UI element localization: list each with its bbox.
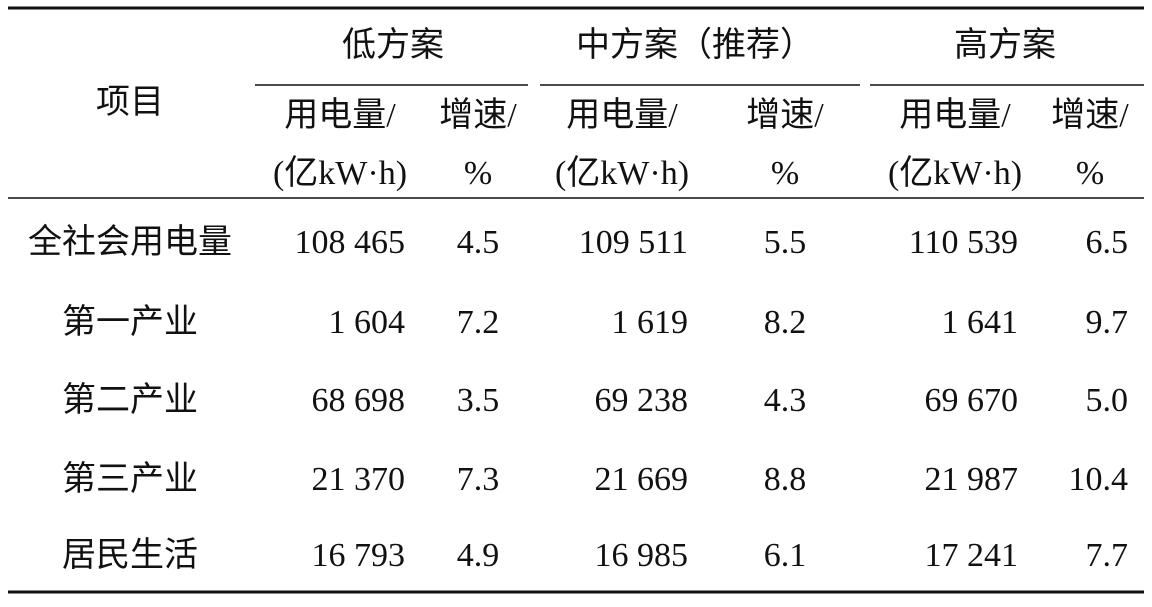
column-header: 用电量/ [566,96,678,134]
row-label: 全社会用电量 [28,223,232,261]
cell: 9.7 [1086,304,1129,341]
cell: 7.3 [457,461,500,498]
item-header: 项目 [96,84,164,121]
row-label: 第三产业 [62,460,198,498]
column-header: (亿kW·h) [273,154,407,192]
cell: 16 793 [312,537,406,574]
cell: 10.4 [1069,461,1129,498]
cell: 4.5 [457,224,500,261]
cell: 108 465 [295,224,406,261]
cell: 16 985 [595,537,689,574]
cell: 1 604 [329,304,406,341]
column-header: % [464,155,492,192]
cell: 69 238 [595,382,689,419]
column-header: 用电量/ [899,96,1011,134]
cell: 1 641 [942,304,1019,341]
column-header: % [1076,155,1104,192]
cell: 7.2 [457,304,500,341]
column-header: 增速/ [1051,96,1129,134]
cell: 21 370 [312,461,406,498]
column-header: (亿kW·h) [888,154,1022,192]
cell: 8.2 [764,304,807,341]
row-label: 居民生活 [62,536,198,574]
row-label: 第一产业 [62,303,198,341]
cell: 69 670 [925,382,1019,419]
cell: 17 241 [925,537,1019,574]
cell: 5.5 [764,224,807,261]
group-header: 高方案 [954,26,1056,64]
column-header: 增速/ [746,96,824,134]
cell: 8.8 [764,461,807,498]
cell: 109 511 [579,224,688,261]
cell: 6.5 [1086,224,1129,261]
cell: 7.7 [1086,537,1129,574]
column-header: 用电量/ [284,96,396,134]
column-header: (亿kW·h) [555,154,689,192]
cell: 4.3 [764,382,807,419]
cell: 6.1 [764,537,807,574]
cell: 68 698 [312,382,406,419]
group-header: 中方案（推荐） [576,26,814,64]
cell: 21 669 [595,461,689,498]
cell: 110 539 [909,224,1018,261]
cell: 1 619 [612,304,689,341]
column-header: 增速/ [439,96,517,134]
cell: 21 987 [925,461,1019,498]
group-header: 低方案 [342,26,444,64]
cell: 5.0 [1086,382,1129,419]
row-label: 第二产业 [62,381,198,419]
cell: 3.5 [457,382,500,419]
column-header: % [771,155,799,192]
cell: 4.9 [457,537,500,574]
